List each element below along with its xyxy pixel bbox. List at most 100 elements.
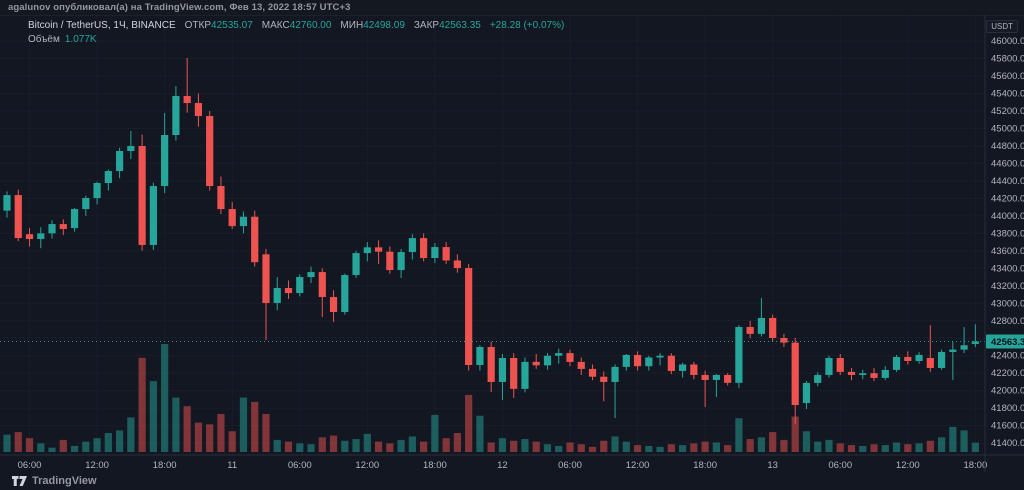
volume-label[interactable]: Объём [28, 34, 60, 45]
candle-body [588, 368, 597, 377]
ohlc-close: ЗАКР42563.35 [413, 20, 481, 31]
volume-value: 1.077K [64, 34, 97, 45]
volume-bar [59, 439, 67, 452]
candle-body [611, 366, 619, 382]
volume-bar [724, 445, 732, 452]
quote-currency-chip[interactable]: USDT [986, 20, 1018, 33]
candle-body [543, 355, 552, 366]
volume-bar [161, 344, 169, 452]
volume-bar [971, 442, 979, 452]
candle-body [645, 357, 653, 367]
price-axis-tick: 42800.00 [991, 316, 1024, 327]
candle-body [408, 238, 416, 253]
ohlc-high: МАКС42760.00 [261, 20, 332, 31]
time-axis-tick: 18:00 [423, 460, 447, 471]
candle-body [926, 358, 934, 368]
grid-lines [0, 15, 985, 455]
candle-body [183, 96, 191, 104]
candle-body [374, 247, 383, 252]
volume-bar [915, 443, 923, 452]
candle-body [746, 326, 754, 334]
volume-bar [217, 413, 225, 452]
volume-bar [3, 434, 11, 452]
volume-bar [251, 401, 259, 452]
time-axis-tick: 12:00 [355, 460, 379, 471]
current-price-label-text: 42563.35 [991, 337, 1024, 348]
candle-body [814, 374, 822, 383]
candle-body [532, 361, 540, 366]
volume-bar [926, 440, 934, 452]
volume-bar [318, 437, 326, 452]
price-axis-tick: 41800.00 [991, 403, 1024, 414]
time-axis-tick: 12:00 [626, 460, 650, 471]
price-axis-tick: 44800.00 [991, 141, 1024, 152]
candle-body [138, 146, 146, 245]
volume-bar [498, 438, 507, 452]
candle-body [836, 358, 844, 372]
candle-body [949, 349, 957, 352]
volume-bar [149, 381, 157, 452]
time-axis-tick: 06:00 [288, 460, 312, 471]
current-price-label-chip [986, 334, 1024, 349]
time-axis-tick: 06:00 [558, 460, 582, 471]
volume-bar [397, 439, 405, 452]
candle-body [228, 209, 236, 227]
volume-bar [892, 442, 901, 452]
volume-bar [611, 436, 619, 452]
candle-body [397, 252, 405, 271]
axis-layer: 41400.00 41600.00 41800.00 42000.00 42200.00… [0, 15, 1024, 472]
volume-bar [543, 444, 552, 452]
candle-body [273, 287, 281, 304]
candle-body [498, 358, 507, 382]
candle-body [555, 353, 563, 356]
time-axis-tick: 13 [767, 460, 778, 471]
volume-bar [431, 414, 439, 452]
volume-bar [442, 438, 450, 452]
volume-bar [735, 418, 743, 452]
time-axis-tick: 06:00 [828, 460, 852, 471]
candle-body [802, 382, 811, 404]
time-axis-tick: 06:00 [18, 460, 42, 471]
price-axis-tick: 44200.00 [991, 193, 1024, 204]
candle-body [859, 373, 867, 375]
volume-bar [386, 443, 394, 452]
volume-bar [746, 439, 754, 452]
candle-body [465, 268, 473, 365]
volume-bar [420, 441, 428, 452]
tradingview-brand-link[interactable]: TradingView [12, 475, 97, 487]
attribution-bar: agalunov опубликовал(а) на TradingView.c… [0, 0, 1024, 16]
candle-body [476, 346, 484, 365]
price-axis-tick: 45000.00 [991, 123, 1024, 134]
candle-body [780, 337, 788, 343]
candlestick-chart-canvas[interactable]: 41400.00 41600.00 41800.00 42000.00 42200.00… [0, 15, 1024, 472]
chart-area[interactable]: Bitcoin / TetherUS, 1Ч, BINANCE ОТКР4253… [0, 15, 1024, 472]
volume-bar [284, 441, 293, 452]
price-axis-tick: 43400.00 [991, 263, 1024, 274]
candle-body [791, 342, 799, 406]
price-axis-tick: 43800.00 [991, 228, 1024, 239]
volume-bar [814, 441, 822, 452]
volume-bar [194, 422, 203, 452]
attribution-text[interactable]: agalunov опубликовал(а) на TradingView.c… [8, 2, 351, 13]
volume-bar [510, 440, 518, 452]
volume-bar [307, 444, 315, 452]
volume-bar [600, 440, 608, 452]
volume-bar [228, 431, 236, 452]
candle-body [960, 345, 968, 350]
candle-body [566, 353, 574, 362]
price-axis-tick: 45800.00 [991, 54, 1024, 65]
candle-body [386, 251, 394, 271]
volume-bar [881, 445, 889, 452]
candle-body [915, 354, 923, 361]
symbol-title[interactable]: Bitcoin / TetherUS, 1Ч, BINANCE [28, 20, 176, 31]
candle-body [48, 224, 56, 234]
volume-bar [532, 441, 540, 452]
volume-bar [116, 430, 124, 452]
candle-body [600, 376, 608, 382]
volume-bar [791, 416, 799, 452]
candle-body [3, 195, 11, 211]
volume-bar [172, 397, 180, 452]
volume-bar [363, 433, 371, 452]
time-axis-tick: 12 [497, 460, 508, 471]
